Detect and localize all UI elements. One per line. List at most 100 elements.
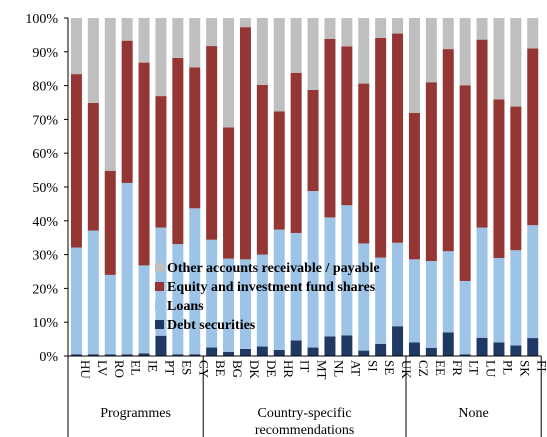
bar-segment-fi-s1 xyxy=(527,225,539,339)
bar-segment-es-s2 xyxy=(172,57,184,245)
bar-segment-el-s0 xyxy=(121,354,133,356)
bar-segment-pl-s1 xyxy=(493,257,505,343)
bar-segment-se-s2 xyxy=(375,37,387,258)
bar-segment-at-s0 xyxy=(341,335,353,356)
x-category-label: NL xyxy=(331,360,346,377)
bar-segment-be-s0 xyxy=(206,347,218,356)
bar-segment-it-s2 xyxy=(290,72,302,233)
bar-segment-cy-s2 xyxy=(189,67,201,209)
bar-segment-mt-s2 xyxy=(307,89,319,192)
bar-segment-si-s3 xyxy=(358,18,370,84)
bar-segment-sk-s0 xyxy=(510,345,522,356)
x-category-label: DE xyxy=(264,360,279,377)
y-tick-label: 100% xyxy=(25,12,58,27)
bar-segment-nl-s1 xyxy=(324,217,336,337)
bar-segment-se-s1 xyxy=(375,257,387,344)
bar-segment-ee-s0 xyxy=(425,347,437,356)
bar-segment-pt-s0 xyxy=(155,335,167,356)
bar-segment-uk-s1 xyxy=(392,242,404,327)
x-category-label: LT xyxy=(467,360,482,375)
y-tick-label: 80% xyxy=(32,80,58,95)
legend-swatch xyxy=(155,320,164,329)
bar-segment-el-s1 xyxy=(121,182,133,355)
y-tick-label: 30% xyxy=(32,249,58,264)
bar-segment-fr-s0 xyxy=(442,332,454,356)
bar-segment-bg-s2 xyxy=(223,127,235,259)
bar-segment-lu-s0 xyxy=(476,337,488,356)
bar-segment-es-s3 xyxy=(172,18,184,58)
bar-segment-si-s2 xyxy=(358,83,370,244)
x-category-label: HU xyxy=(78,360,93,379)
x-category-label: SI xyxy=(365,360,380,372)
x-category-label: HR xyxy=(281,360,296,378)
bar-segment-lv-s1 xyxy=(87,230,99,355)
bar-segment-nl-s2 xyxy=(324,38,336,218)
bar-segment-ro-s2 xyxy=(104,170,116,275)
y-tick-label: 90% xyxy=(32,46,58,61)
x-category-label: PL xyxy=(500,360,515,375)
bar-segment-de-s0 xyxy=(256,346,268,356)
bar-segment-be-s2 xyxy=(206,46,218,240)
bar-segment-ro-s3 xyxy=(104,18,116,171)
legend-label: Debt securities xyxy=(167,318,256,333)
bar-segment-bg-s1 xyxy=(223,258,235,352)
bar-segment-ie-s3 xyxy=(138,18,150,63)
bar-segment-pl-s2 xyxy=(493,99,505,258)
bar-segment-fi-s2 xyxy=(527,48,539,226)
legend: Other accounts receivable / payable Equit… xyxy=(155,261,380,333)
bar-segment-lt-s3 xyxy=(459,18,471,86)
bar-segment-ie-s1 xyxy=(138,265,150,354)
bar-segment-sk-s2 xyxy=(510,106,522,251)
bar-segment-hr-s3 xyxy=(273,18,285,112)
x-category-label: IE xyxy=(146,360,161,372)
bar-segment-uk-s2 xyxy=(392,33,404,243)
bar-segment-it-s0 xyxy=(290,340,302,356)
y-tick-label: 0% xyxy=(39,350,58,365)
bar-segment-lt-s0 xyxy=(459,354,471,356)
x-category-label: SK xyxy=(517,360,532,377)
x-category-label: LU xyxy=(484,360,499,378)
bar-segment-hu-s2 xyxy=(70,74,82,248)
x-category-label: LV xyxy=(95,360,110,377)
bar-segment-be-s3 xyxy=(206,18,218,47)
bar-segment-fr-s2 xyxy=(442,49,454,252)
bar-segment-dk-s2 xyxy=(239,27,251,260)
x-category-label: DK xyxy=(247,360,262,379)
bar-segment-ro-s0 xyxy=(104,354,116,356)
bar-segment-hr-s1 xyxy=(273,229,285,350)
bar-segment-pl-s3 xyxy=(493,18,505,100)
bar-segment-lu-s2 xyxy=(476,39,488,228)
legend-swatch xyxy=(155,282,164,291)
x-category-label: EE xyxy=(433,360,448,376)
bar-segment-mt-s3 xyxy=(307,18,319,90)
bar-segment-lv-s2 xyxy=(87,102,99,231)
bar-segment-pl-s0 xyxy=(493,342,505,356)
bar-segment-mt-s1 xyxy=(307,191,319,348)
x-category-label: BG xyxy=(230,360,245,378)
bar-segment-sk-s3 xyxy=(510,18,522,107)
bar-segment-nl-s3 xyxy=(324,18,336,39)
bar-segment-de-s2 xyxy=(256,84,268,255)
bar-segment-lt-s2 xyxy=(459,85,471,281)
bar-segment-fi-s3 xyxy=(527,18,539,49)
bar-segment-pt-s3 xyxy=(155,18,167,97)
bar-segment-nl-s0 xyxy=(324,336,336,356)
legend-label: Equity and investment fund shares xyxy=(167,280,376,295)
bar-segment-fr-s1 xyxy=(442,251,454,333)
bar-segment-dk-s1 xyxy=(239,259,251,349)
legend-swatch xyxy=(155,263,164,272)
bar-segment-es-s0 xyxy=(172,354,184,356)
x-category-label: ES xyxy=(179,360,194,375)
x-category-label: CZ xyxy=(416,360,431,377)
bar-segment-lv-s3 xyxy=(87,18,99,103)
x-category-label: SE xyxy=(382,360,397,375)
group-label: None xyxy=(458,406,488,421)
bar-segment-hr-s0 xyxy=(273,349,285,356)
legend-label: Loans xyxy=(167,299,204,314)
bar-segment-se-s3 xyxy=(375,18,387,38)
bar-segment-lu-s1 xyxy=(476,227,488,338)
x-category-label: PT xyxy=(162,360,177,375)
bar-segment-ie-s0 xyxy=(138,353,150,356)
bar-segment-cz-s3 xyxy=(408,18,420,113)
